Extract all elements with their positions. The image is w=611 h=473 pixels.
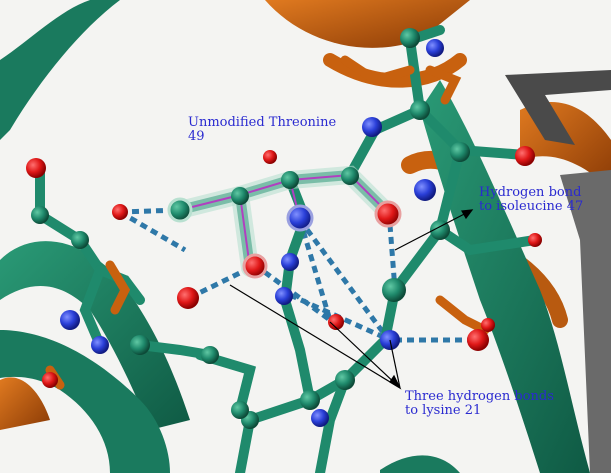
green-ribbon-main bbox=[0, 0, 590, 473]
threonine-49-highlight bbox=[171, 165, 394, 277]
oxygen-atoms bbox=[26, 146, 542, 388]
carbon-atoms bbox=[31, 28, 470, 429]
nitrogen-atoms bbox=[60, 39, 444, 427]
lysine-annotation: Three hydrogen bonds to lysine 21 bbox=[405, 389, 554, 418]
grey-sheet-right bbox=[505, 70, 611, 473]
annotation-arrows bbox=[229, 209, 474, 390]
isoleucine-annotation: Hydrogen bond to isoleucine 47 bbox=[479, 185, 584, 214]
threonine-annotation: Unmodified Threonine 49 bbox=[188, 115, 337, 144]
